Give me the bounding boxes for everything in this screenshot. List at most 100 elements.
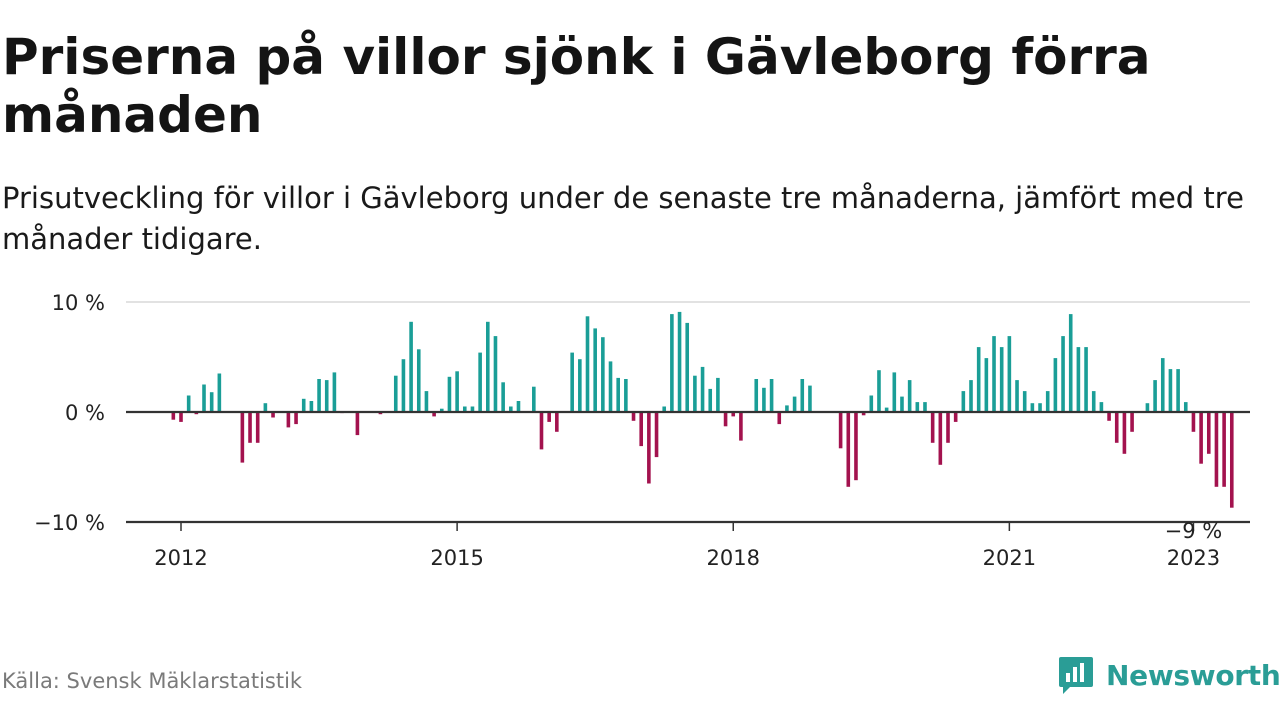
- bar: [923, 402, 927, 412]
- bar: [915, 402, 920, 412]
- bar: [708, 388, 713, 412]
- x-tick-label: 2012: [154, 546, 207, 570]
- bar: [1222, 412, 1226, 487]
- x-axis-labels: 2012 2015 2018 2021 2023: [154, 546, 1220, 570]
- bar: [332, 372, 337, 412]
- bar: [570, 352, 574, 412]
- bar: [1153, 380, 1157, 412]
- bar: [1022, 391, 1027, 412]
- bar: [1145, 403, 1150, 412]
- bar: [1199, 412, 1203, 464]
- bar: [700, 366, 705, 412]
- bar: [969, 380, 973, 412]
- bar: [693, 375, 697, 412]
- bar: [647, 412, 651, 484]
- bar: [401, 359, 406, 412]
- bar: [639, 412, 643, 447]
- bar: [309, 401, 314, 412]
- bar: [462, 406, 467, 412]
- bar: [900, 396, 904, 412]
- bar: [432, 412, 436, 417]
- bar: [317, 379, 321, 412]
- bar: [1122, 412, 1127, 454]
- bar: [838, 412, 843, 449]
- bar: [509, 406, 513, 412]
- bar: [501, 382, 505, 412]
- bar: [578, 359, 582, 412]
- y-tick-label: 0 %: [65, 401, 105, 425]
- bar: [248, 412, 252, 443]
- bar: [992, 336, 996, 412]
- bar: [263, 403, 268, 412]
- bar: [301, 398, 306, 412]
- bar: [785, 405, 789, 412]
- bar: [754, 379, 759, 412]
- chart-subtitle: Prisutveckling för villor i Gävleborg un…: [2, 181, 1244, 256]
- chart-title: Priserna på villor sjönk i Gävleborg för…: [2, 28, 1151, 144]
- bar: [1160, 358, 1165, 412]
- bar: [324, 380, 329, 412]
- bar: [800, 379, 805, 412]
- y-tick-label: 10 %: [52, 291, 105, 315]
- bar: [739, 412, 743, 441]
- bar: [424, 391, 429, 412]
- bar: [953, 412, 958, 422]
- bar: [608, 361, 613, 412]
- bar: [179, 412, 183, 422]
- bar: [217, 373, 222, 412]
- bar: [777, 412, 782, 425]
- bars: [171, 311, 1234, 508]
- bar: [209, 392, 214, 412]
- bar: [547, 412, 551, 422]
- bar-chart-logo-icon: [1059, 657, 1093, 694]
- bar: [654, 412, 659, 458]
- bar: [961, 391, 966, 412]
- bar: [1053, 358, 1058, 412]
- bar: [393, 375, 398, 412]
- bar: [555, 412, 559, 432]
- bar: [585, 316, 590, 412]
- bar: [869, 395, 874, 412]
- bar: [1068, 314, 1073, 412]
- bar: [892, 372, 897, 412]
- bar: [877, 370, 881, 412]
- bar: [1183, 402, 1188, 412]
- bar: [938, 412, 943, 465]
- bar: [1206, 412, 1211, 454]
- bar: [539, 412, 544, 450]
- bar: [907, 380, 912, 412]
- bar: [716, 377, 720, 412]
- bar: [486, 321, 490, 412]
- bar: [1084, 347, 1088, 412]
- bar: [1015, 380, 1019, 412]
- bar: [1007, 336, 1012, 412]
- bar: [455, 371, 459, 412]
- bar: [984, 358, 989, 412]
- bar: [999, 347, 1004, 412]
- bar: [631, 412, 636, 421]
- bar: [171, 412, 176, 420]
- bar: [1091, 391, 1096, 412]
- x-tick-label: 2023: [1167, 546, 1220, 570]
- x-tick-label: 2021: [983, 546, 1036, 570]
- bar: [1229, 412, 1234, 508]
- bar: [769, 379, 774, 412]
- bar: [946, 412, 950, 443]
- bar: [662, 406, 667, 412]
- bar: [478, 352, 482, 412]
- annotations: −9 %: [1165, 519, 1223, 543]
- bar: [409, 321, 413, 412]
- x-tick-label: 2015: [430, 546, 483, 570]
- bar: [861, 412, 866, 416]
- bar: [616, 377, 620, 412]
- bar: [731, 412, 736, 417]
- bar: [808, 385, 812, 412]
- bar: [1076, 347, 1081, 412]
- axes: [126, 410, 1250, 531]
- bar: [532, 386, 536, 412]
- bar: [416, 349, 421, 412]
- bar: [677, 311, 682, 412]
- bar: [723, 412, 728, 427]
- bar: [470, 406, 475, 412]
- bar: [792, 396, 797, 412]
